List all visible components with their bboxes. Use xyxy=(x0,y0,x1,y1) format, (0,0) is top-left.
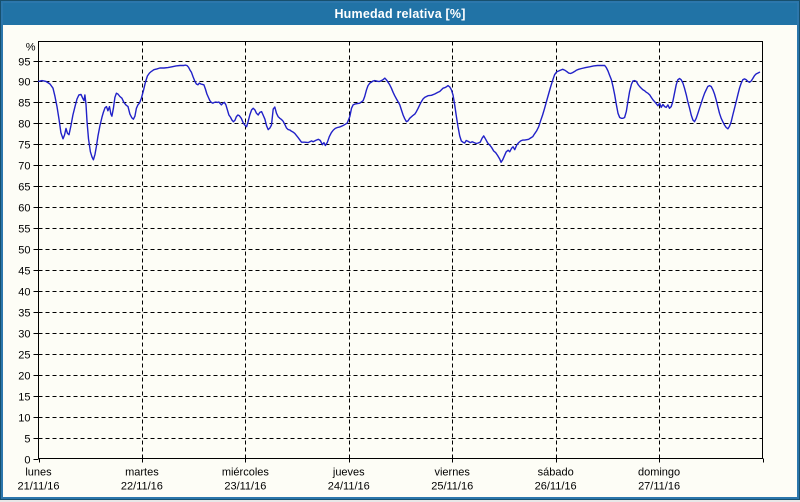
y-tick-label: 45 xyxy=(18,266,30,278)
day-name-label: martes xyxy=(125,467,159,479)
y-tick-label: 35 xyxy=(18,308,30,320)
y-tick-labels: 0 5 10 15 20 25 30 35 40 45 50 55 60 65 70 75 80 85 90 95 xyxy=(18,57,30,467)
day-name-label: lunes xyxy=(25,467,52,479)
y-tick-label: 30 xyxy=(18,329,30,341)
day-date-label: 25/11/16 xyxy=(431,481,473,493)
day-name-label: jueves xyxy=(332,467,365,479)
y-tick-label: 25 xyxy=(18,350,30,362)
y-tick-label: 40 xyxy=(18,287,30,299)
y-tick-label: 75 xyxy=(18,140,30,152)
day-date-label: 23/11/16 xyxy=(224,481,266,493)
plot-area: 0 5 10 15 20 25 30 35 40 45 50 55 60 65 70 75 80 85 90 95% l… xyxy=(3,25,797,497)
x-tick-marks xyxy=(39,458,764,463)
y-tick-label: 65 xyxy=(18,182,30,194)
y-tick-label: 90 xyxy=(18,77,30,89)
y-gridlines xyxy=(38,61,763,439)
y-axis-unit-label: % xyxy=(26,42,36,54)
y-tick-label: 50 xyxy=(18,245,30,257)
y-tick-label: 0 xyxy=(24,455,30,467)
y-tick-label: 85 xyxy=(18,98,30,110)
y-tick-label: 15 xyxy=(18,392,30,404)
day-date-label: 26/11/16 xyxy=(535,481,577,493)
plot-frame xyxy=(38,41,763,459)
day-name-label: miércoles xyxy=(222,467,270,479)
day-date-label: 22/11/16 xyxy=(121,481,163,493)
x-day-labels: lunes 21/11/16 martes 22/11/16 miércoles 23/1… xyxy=(17,467,680,493)
y-tick-label: 55 xyxy=(18,224,30,236)
day-name-label: domingo xyxy=(638,467,680,479)
day-date-label: 24/11/16 xyxy=(328,481,370,493)
day-name-label: sábado xyxy=(538,467,574,479)
chart-titlebar: Humedad relativa [%] xyxy=(3,3,797,25)
day-date-label: 21/11/16 xyxy=(17,481,59,493)
y-tick-label: 70 xyxy=(18,161,30,173)
y-tick-marks xyxy=(33,61,39,460)
y-tick-label: 95 xyxy=(18,57,30,69)
y-tick-label: 5 xyxy=(24,434,30,446)
day-name-label: viernes xyxy=(434,467,470,479)
chart-title: Humedad relativa [%] xyxy=(334,7,466,21)
humidity-series-line xyxy=(37,64,761,164)
y-tick-label: 60 xyxy=(18,203,30,215)
y-tick-label: 20 xyxy=(18,371,30,383)
humidity-line-chart: 0 5 10 15 20 25 30 35 40 45 50 55 60 65 70 75 80 85 90 95% l… xyxy=(17,41,764,493)
y-tick-label: 10 xyxy=(18,413,30,425)
day-date-label: 27/11/16 xyxy=(638,481,680,493)
y-tick-label: 80 xyxy=(18,119,30,131)
